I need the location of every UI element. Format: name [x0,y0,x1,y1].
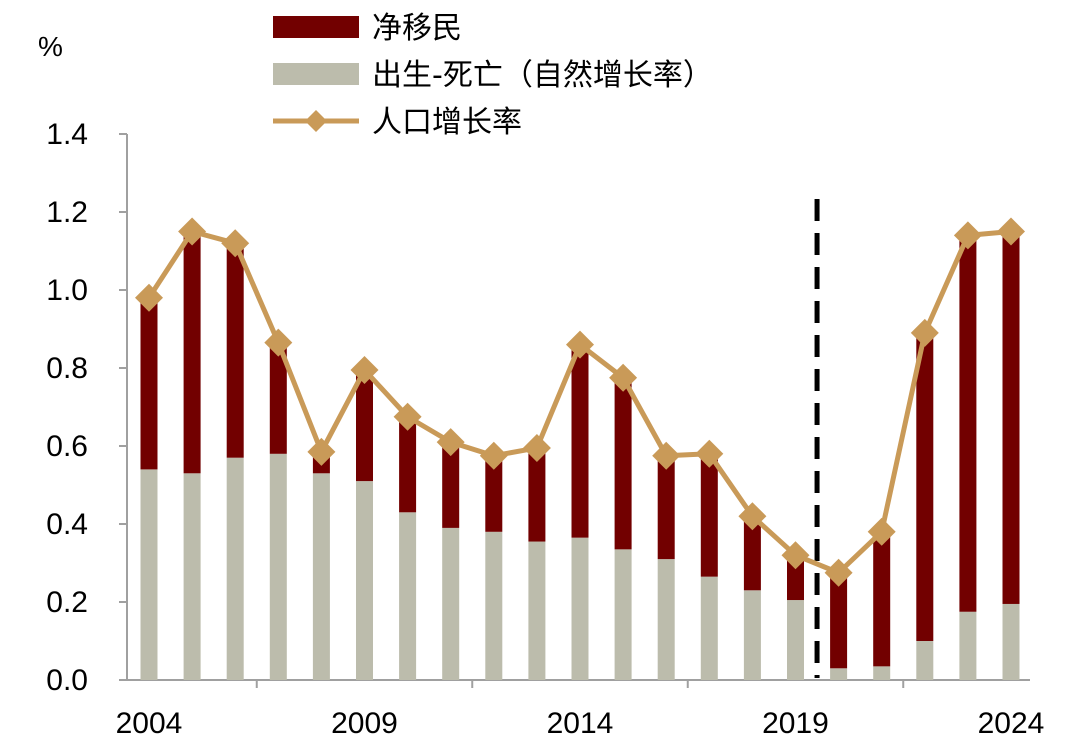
growth-rate-point [350,355,379,384]
bar-natural-increase [312,473,330,680]
legend-diamond [305,110,327,132]
bar-net-migration [528,447,546,542]
bar-net-migration [1002,231,1020,604]
bar-net-migration [442,442,460,528]
x-tick-label: 2024 [978,707,1045,740]
bar-natural-increase [959,611,977,680]
bar-net-migration [183,235,201,474]
y-tick-label: 0.2 [46,586,88,619]
legend-label: 出生-死亡（自然增长率） [372,58,713,93]
y-unit-label: % [38,31,63,62]
growth-rate-point [910,318,939,347]
bar-net-migration [485,455,503,532]
bar-natural-increase [657,559,675,680]
y-tick-label: 1.2 [46,196,88,229]
growth-rate-point [609,363,638,392]
growth-rate-point [436,428,465,457]
bar-net-migration [657,455,675,560]
growth-rate-point [264,328,293,357]
growth-rate-point [522,433,551,462]
growth-rate-point [781,541,810,570]
growth-rate-point [953,221,982,250]
bar-natural-increase [140,469,158,680]
growth-rate-point [479,441,508,470]
x-tick-label: 2019 [762,707,829,740]
y-tick-label: 0.0 [46,664,88,697]
legend-swatch [273,16,359,38]
bar-natural-increase [1002,603,1020,680]
bar-net-migration [700,453,718,577]
bar-natural-increase [356,481,373,680]
bar-natural-increase [700,576,718,680]
x-tick-label: 2014 [547,707,614,740]
x-tick-label: 2004 [116,707,183,740]
y-axis-ticks: 0.0 0.2 0.4 0.6 0.8 1.0 1.2 1.4 [46,118,127,697]
bar-natural-increase [485,531,503,680]
y-tick-label: 0.8 [46,352,88,385]
bar-natural-increase [226,457,244,680]
growth-rate-point [652,441,681,470]
bar-natural-increase [916,641,934,680]
growth-rate-point [695,439,724,468]
bar-natural-increase [743,590,761,680]
bar-natural-increase [571,537,589,680]
bar-natural-increase [442,527,460,680]
growth-rate-point [997,217,1025,246]
stacked-bars [140,231,1020,680]
bar-natural-increase [399,512,417,680]
bar-natural-increase [787,600,804,680]
y-tick-label: 1.4 [46,118,88,151]
growth-rate-point [135,283,163,312]
bar-natural-increase [269,453,287,680]
growth-rate-point [738,502,767,531]
growth-rate-line [135,217,1025,587]
bar-net-migration [873,531,891,667]
bar-natural-increase [830,668,848,680]
x-tick-label: 2009 [331,707,398,740]
growth-rate-point [824,558,853,587]
bar-net-migration [830,572,848,669]
growth-rate-point [867,517,896,546]
bar-net-migration [787,555,804,601]
bar-natural-increase [528,541,546,680]
bar-net-migration [226,243,244,458]
bar-net-migration [356,369,373,482]
bar-net-migration [140,297,158,470]
bar-natural-increase [873,666,891,680]
bar-net-migration [614,377,632,550]
bar-net-migration [959,235,977,612]
bar-net-migration [571,344,589,538]
growth-rate-point [178,217,207,246]
legend-swatch [273,63,359,85]
growth-rate-point [566,330,594,359]
bar-net-migration [269,342,287,454]
growth-rate-point [393,402,422,431]
x-axis-ticks: 2004 2009 2014 2019 2024 [116,680,1045,740]
bar-natural-increase [614,549,632,680]
y-tick-label: 0.6 [46,430,88,463]
bar-net-migration [743,516,761,591]
bar-net-migration [916,332,934,641]
legend-label: 人口增长率 [372,105,522,140]
bar-natural-increase [183,473,201,680]
y-tick-label: 1.0 [46,274,88,307]
legend-label: 净移民 [372,11,462,46]
bar-net-migration [399,416,417,513]
growth-rate-point [221,229,250,258]
growth-rate-point [307,437,336,466]
y-tick-label: 0.4 [46,508,88,541]
